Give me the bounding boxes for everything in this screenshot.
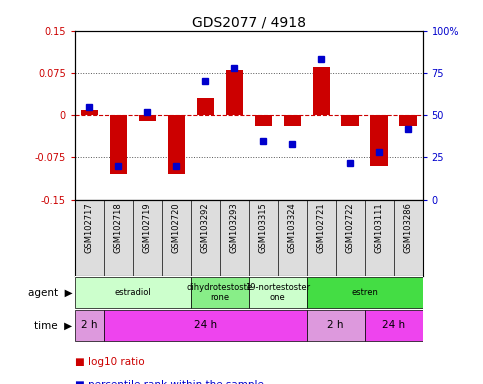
Text: GSM103324: GSM103324 xyxy=(288,202,297,253)
Text: GSM103111: GSM103111 xyxy=(375,202,384,253)
Text: agent  ▶: agent ▶ xyxy=(28,288,72,298)
Text: time  ▶: time ▶ xyxy=(34,320,72,331)
Bar xyxy=(139,115,156,121)
Bar xyxy=(370,115,388,166)
Bar xyxy=(226,70,243,115)
Bar xyxy=(341,115,359,126)
Bar xyxy=(104,310,307,341)
Bar xyxy=(249,277,307,308)
Text: 24 h: 24 h xyxy=(194,320,217,331)
Text: 2 h: 2 h xyxy=(327,320,344,331)
Title: GDS2077 / 4918: GDS2077 / 4918 xyxy=(192,16,306,30)
Bar xyxy=(365,310,423,341)
Text: 2 h: 2 h xyxy=(81,320,98,331)
Bar xyxy=(399,115,417,126)
Text: dihydrotestoste
rone: dihydrotestoste rone xyxy=(187,283,253,302)
Bar xyxy=(255,115,272,126)
Text: GSM103286: GSM103286 xyxy=(404,202,412,253)
Bar xyxy=(307,277,423,308)
Text: 24 h: 24 h xyxy=(382,320,405,331)
Bar xyxy=(75,310,104,341)
Bar xyxy=(75,277,191,308)
Bar xyxy=(313,67,330,115)
Text: GSM102718: GSM102718 xyxy=(114,202,123,253)
Text: GSM102720: GSM102720 xyxy=(172,202,181,253)
Bar xyxy=(284,115,301,126)
Text: GSM102719: GSM102719 xyxy=(143,202,152,253)
Text: GSM102722: GSM102722 xyxy=(346,202,355,253)
Text: ■ log10 ratio: ■ log10 ratio xyxy=(75,357,144,367)
Text: estradiol: estradiol xyxy=(114,288,151,297)
Bar xyxy=(81,109,98,115)
Bar xyxy=(110,115,127,174)
Text: 19-nortestoster
one: 19-nortestoster one xyxy=(245,283,310,302)
Text: GSM102717: GSM102717 xyxy=(85,202,94,253)
Bar xyxy=(307,310,365,341)
Bar xyxy=(197,98,214,115)
Text: GSM103292: GSM103292 xyxy=(201,202,210,253)
Text: estren: estren xyxy=(351,288,378,297)
Text: GSM102721: GSM102721 xyxy=(317,202,326,253)
Bar xyxy=(191,277,249,308)
Bar xyxy=(168,115,185,174)
Text: GSM103293: GSM103293 xyxy=(230,202,239,253)
Text: GSM103315: GSM103315 xyxy=(259,202,268,253)
Text: ■ percentile rank within the sample: ■ percentile rank within the sample xyxy=(75,380,264,384)
